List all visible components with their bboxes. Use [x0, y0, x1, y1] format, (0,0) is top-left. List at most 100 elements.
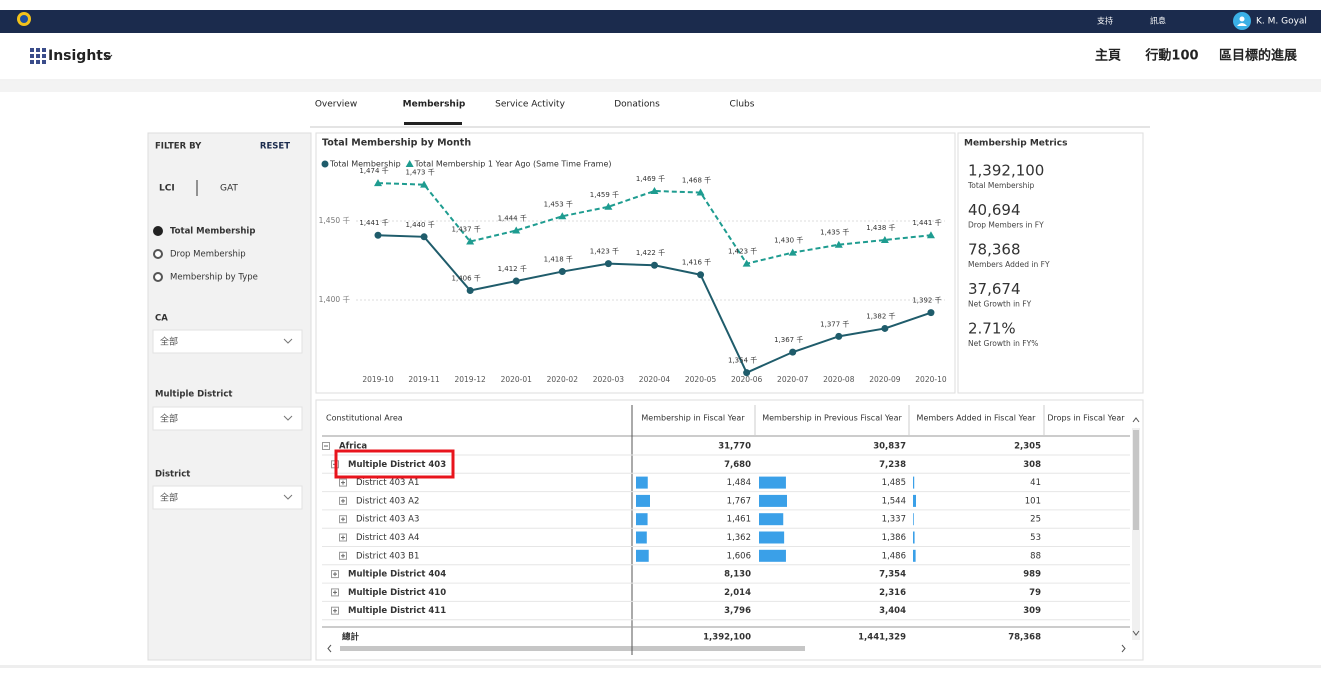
dropdown[interactable] — [152, 485, 303, 510]
column-header[interactable]: Drops in Fiscal Year — [1047, 414, 1125, 423]
v-scroll-track — [1132, 428, 1140, 640]
scroll-left[interactable] — [327, 644, 332, 653]
point-marker — [420, 180, 429, 188]
cell: 53 — [1030, 533, 1041, 543]
row-name[interactable]: Multiple District 410 — [348, 588, 446, 598]
radio[interactable] — [153, 249, 163, 259]
cell: 8,130 — [724, 570, 751, 580]
tab[interactable]: Clubs — [730, 100, 755, 110]
column-header[interactable]: Membership in Previous Fiscal Year — [762, 414, 902, 423]
point-marker — [926, 231, 935, 239]
row-name[interactable]: District 403 A2 — [356, 496, 419, 506]
user-name[interactable]: K. M. Goyal — [1256, 17, 1307, 27]
point-marker — [604, 202, 613, 210]
avatar-body — [1237, 23, 1247, 26]
column-header[interactable]: Constitutional Area — [326, 414, 403, 423]
scroll-up[interactable] — [1132, 417, 1140, 423]
legend-label: Total Membership 1 Year Ago (Same Time F… — [414, 160, 612, 169]
tab[interactable]: Membership — [403, 100, 466, 110]
row-name[interactable]: District 403 A4 — [356, 533, 419, 543]
filter-reset[interactable]: RESET — [260, 142, 290, 152]
tab[interactable]: Overview — [315, 100, 357, 110]
scroll-right[interactable] — [1121, 644, 1126, 653]
radio-label[interactable]: Total Membership — [170, 227, 255, 237]
cell: 101 — [1025, 496, 1041, 506]
cell: 30,837 — [873, 442, 906, 452]
cell: 1,606 — [727, 551, 751, 561]
x-tick-label: 2020-10 — [915, 375, 947, 384]
tab[interactable]: Donations — [614, 100, 660, 110]
data-bar — [913, 513, 914, 526]
metric-label: Total Membership — [967, 181, 1034, 190]
row-name[interactable]: District 403 A1 — [356, 478, 419, 488]
point-marker — [835, 332, 843, 340]
toggle-option[interactable]: GAT — [220, 184, 238, 194]
legend-label: Total Membership — [329, 160, 401, 169]
dropdown-value: 全部 — [160, 492, 178, 504]
app-grid-icon[interactable] — [30, 48, 46, 64]
metric-value: 40,694 — [968, 201, 1021, 219]
total-cell: 1,392,100 — [703, 633, 751, 643]
filter-panel — [147, 132, 312, 661]
point-marker — [466, 287, 474, 295]
radio-label[interactable]: Membership by Type — [170, 273, 258, 283]
data-bar — [636, 476, 648, 489]
cell: 309 — [1023, 606, 1041, 616]
data-bar — [759, 531, 785, 544]
data-label: 1,382 千 — [866, 311, 895, 320]
cell: 1,485 — [882, 478, 906, 488]
metric-label: Drop Members in FY — [968, 221, 1044, 230]
nav-link[interactable]: 主頁 — [1095, 48, 1121, 64]
point-marker — [650, 261, 658, 269]
row-name[interactable]: District 403 A3 — [356, 515, 419, 525]
row-name[interactable]: District 403 B1 — [356, 551, 419, 561]
logo-inner — [20, 15, 28, 23]
row-name[interactable]: Multiple District 403 — [348, 460, 446, 470]
column-header[interactable]: Members Added in Fiscal Year — [917, 414, 1037, 423]
metric-value: 78,368 — [968, 241, 1021, 259]
nav-link[interactable]: 區目標的進展 — [1219, 48, 1298, 64]
cell: 25 — [1030, 515, 1041, 525]
x-tick-label: 2020-06 — [731, 375, 763, 384]
radio-label[interactable]: Drop Membership — [170, 250, 246, 260]
row-name[interactable]: Multiple District 404 — [348, 570, 446, 580]
data-label: 1,423 千 — [728, 247, 757, 256]
h-scroll-thumb[interactable] — [340, 646, 805, 651]
radio[interactable] — [153, 272, 163, 282]
v-scroll-thumb[interactable] — [1133, 430, 1139, 530]
cell: 7,238 — [879, 460, 906, 470]
app-caret[interactable] — [103, 54, 113, 60]
column-header[interactable]: Membership in Fiscal Year — [641, 414, 745, 423]
point-marker — [927, 309, 935, 317]
data-label: 1,423 千 — [590, 247, 619, 256]
scroll-down[interactable] — [1132, 630, 1140, 636]
dropdown[interactable] — [152, 406, 303, 431]
table-panel — [315, 399, 1144, 661]
nav-link[interactable]: 行動100 — [1144, 48, 1198, 64]
avatar-head — [1239, 16, 1245, 22]
x-tick-label: 2020-04 — [639, 375, 671, 384]
data-label: 1,473 千 — [405, 168, 434, 177]
top-link[interactable]: 訊息 — [1150, 16, 1166, 26]
data-label: 1,459 千 — [590, 190, 619, 199]
dropdown[interactable] — [152, 329, 303, 354]
data-label: 1,468 千 — [682, 176, 711, 185]
total-cell: 78,368 — [1008, 633, 1041, 643]
tab[interactable]: Service Activity — [495, 100, 565, 110]
data-label: 1,469 千 — [636, 174, 665, 183]
x-tick-label: 2019-10 — [362, 375, 394, 384]
top-link[interactable]: 支持 — [1097, 16, 1113, 26]
toggle-option[interactable]: LCI — [159, 184, 175, 194]
radio[interactable] — [153, 226, 163, 236]
cell: 1,362 — [727, 533, 751, 543]
cell: 1,386 — [882, 533, 906, 543]
app-name[interactable]: Insights — [48, 48, 111, 64]
point-marker — [650, 186, 659, 194]
data-label: 1,441 千 — [359, 218, 388, 227]
x-tick-label: 2020-07 — [777, 375, 809, 384]
row-name[interactable]: Africa — [339, 442, 367, 452]
data-label: 1,367 千 — [774, 335, 803, 344]
row-name[interactable]: Multiple District 411 — [348, 606, 446, 616]
point-marker — [697, 271, 705, 279]
data-label: 1,418 千 — [544, 255, 573, 264]
